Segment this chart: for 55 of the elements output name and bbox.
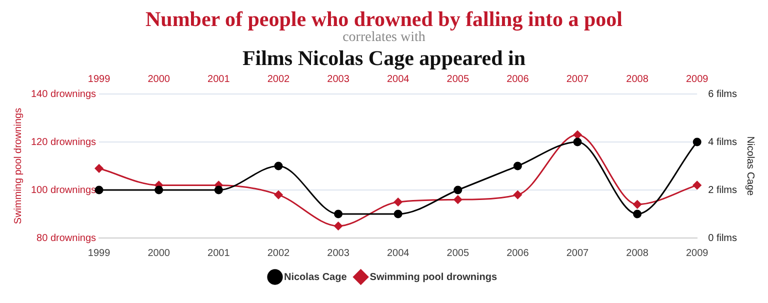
category-label: 2006 [506, 248, 529, 259]
x-tick-label: 2002 [267, 74, 290, 85]
point [274, 190, 283, 200]
chart-subtitle: correlates with [342, 30, 426, 46]
point [274, 162, 283, 170]
point [214, 186, 223, 194]
y-tick-label: 80 drownings [36, 232, 96, 244]
x-tick-label: 2006 [506, 74, 530, 85]
y-tick-label: 120 drownings [30, 136, 96, 148]
point [513, 190, 522, 200]
category-label: 2005 [446, 248, 470, 259]
point [334, 210, 343, 218]
y2-tick-label: 6 films [708, 88, 738, 100]
x-tick-label: 2008 [626, 74, 649, 85]
y-tick-label: 140 drownings [30, 88, 96, 100]
category-label: 2001 [208, 248, 230, 259]
point [94, 164, 104, 173]
y2-tick-label: 4 films [708, 136, 738, 148]
x-tick-label: 2007 [566, 74, 590, 85]
legend-label: Swimming pool drownings [370, 272, 498, 283]
category-label: 2000 [148, 248, 170, 259]
y2-axis-title: Nicolas Cage [744, 136, 756, 196]
chart-title: Number of people who drowned by falling into a pool [144, 7, 624, 31]
category-label: 2009 [686, 248, 708, 259]
y2-tick-label: 0 films [708, 232, 738, 244]
category-label: 2007 [566, 248, 589, 259]
category-label: 1999 [88, 248, 110, 259]
point [573, 138, 582, 146]
point [633, 210, 642, 218]
category-label: 2003 [327, 248, 350, 259]
point [633, 200, 642, 209]
point [454, 186, 462, 194]
y-tick-label: 100 drownings [30, 184, 96, 196]
y2-tick-label: 2 films [708, 184, 738, 196]
y-axis-title: Swimming pool drownings [12, 108, 24, 224]
point [692, 138, 702, 146]
x-tick-label: 2009 [686, 74, 709, 85]
point [394, 198, 402, 206]
point [334, 222, 343, 230]
legend-label: Nicolas Cage [284, 272, 348, 283]
x-tick-label: 2003 [327, 74, 350, 85]
point [513, 162, 522, 170]
category-label: 2002 [267, 248, 290, 259]
category-label: 2008 [626, 248, 648, 259]
x-tick-label: 2000 [148, 74, 170, 85]
x-tick-label: 2001 [208, 74, 230, 85]
x-tick-label: 2005 [446, 74, 470, 85]
x-tick-label: 1999 [88, 74, 111, 85]
point [154, 186, 164, 194]
text: Films Nicolas Cage appeared in [241, 46, 527, 70]
x-tick-label: 2004 [386, 74, 410, 85]
point [692, 180, 702, 190]
point [394, 210, 402, 218]
category-label: 2004 [386, 248, 410, 259]
point [454, 195, 462, 204]
